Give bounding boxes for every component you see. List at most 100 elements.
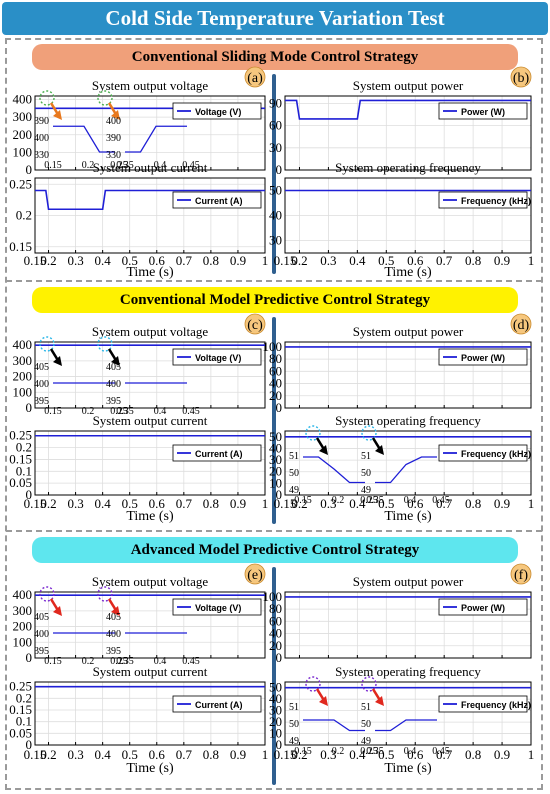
y-tick-label: 20 bbox=[269, 714, 282, 729]
x-tick-label: 0.15 bbox=[274, 747, 297, 762]
panel-label-badge bbox=[510, 66, 532, 88]
y-tick-label: 60 bbox=[269, 613, 282, 628]
x-tick-label: 0.6 bbox=[407, 747, 424, 762]
legend-box bbox=[438, 348, 528, 366]
subplot-title: System output current bbox=[93, 664, 208, 679]
x-tick-label: 0.2 bbox=[291, 253, 307, 268]
legend-box bbox=[172, 348, 262, 366]
y-tick-label: 0 bbox=[26, 487, 33, 502]
y-tick-label: 50 bbox=[269, 429, 282, 444]
section-title-ampc: Advanced Model Predictive Control Strate… bbox=[32, 537, 518, 563]
inset-x-label: 0.25 bbox=[360, 495, 378, 506]
inset-y-label: 330 bbox=[34, 150, 49, 161]
plot-frame bbox=[34, 341, 266, 409]
inset-x-label: 0.2 bbox=[332, 746, 345, 757]
y-tick-label: 40 bbox=[269, 626, 282, 641]
zoom-circle bbox=[361, 676, 377, 692]
inset-x-label: 0.4 bbox=[154, 656, 167, 667]
y-tick-label: 90 bbox=[269, 95, 282, 110]
legend-box bbox=[438, 102, 528, 120]
x-tick-label: 0.9 bbox=[230, 496, 246, 511]
zoom-arrowhead bbox=[375, 445, 384, 455]
subplot-title: System operating frequency bbox=[335, 160, 481, 175]
y-tick-label: 200 bbox=[13, 127, 33, 142]
inset-x-label: 0.15 bbox=[44, 160, 62, 171]
inset-y-label: 400 bbox=[106, 379, 121, 390]
y-tick-label: 30 bbox=[269, 140, 282, 155]
x-tick-label: 0.9 bbox=[494, 496, 510, 511]
legend-label: Current (A) bbox=[195, 449, 243, 459]
x-tick-label: 1 bbox=[262, 747, 269, 762]
y-tick-label: 30 bbox=[269, 452, 282, 467]
x-tick-label: 0.2 bbox=[40, 747, 56, 762]
inset-y-label: 395 bbox=[34, 396, 49, 407]
inset-x-label: 0.45 bbox=[182, 656, 200, 667]
outer-frame bbox=[5, 38, 543, 790]
x-tick-label: 0.6 bbox=[149, 747, 166, 762]
x-tick-label: 0.4 bbox=[95, 747, 112, 762]
zoom-arrowhead bbox=[375, 696, 384, 706]
x-tick-label: 0.3 bbox=[67, 747, 83, 762]
x-tick-label: 0.5 bbox=[122, 496, 138, 511]
x-tick-label: 0.3 bbox=[67, 496, 83, 511]
legend-label: Power (W) bbox=[461, 353, 505, 363]
inset-y-label: 51 bbox=[289, 451, 299, 462]
y-tick-label: 40 bbox=[269, 208, 282, 223]
inset-y-label: 405 bbox=[34, 362, 49, 373]
x-tick-label: 0.6 bbox=[149, 496, 166, 511]
section-separator bbox=[6, 280, 542, 282]
inset-y-label: 405 bbox=[106, 612, 121, 623]
zoom-arrowhead bbox=[319, 696, 328, 706]
legend-box bbox=[438, 598, 528, 616]
x-tick-label: 1 bbox=[528, 496, 535, 511]
y-tick-label: 0.2 bbox=[16, 440, 32, 455]
subplot-title: System output current bbox=[93, 160, 208, 175]
y-tick-label: 0.1 bbox=[16, 714, 32, 729]
inset-x-label: 0.15 bbox=[44, 406, 62, 417]
x-tick-label: 0.6 bbox=[407, 253, 424, 268]
x-tick-label: 0.15 bbox=[274, 496, 297, 511]
zoom-circle bbox=[305, 676, 321, 692]
subplot-title: System output voltage bbox=[92, 324, 209, 339]
x-tick-label: 0.7 bbox=[176, 496, 193, 511]
x-tick-label: 0.8 bbox=[203, 747, 219, 762]
zoom-arrowhead bbox=[53, 356, 62, 366]
zoom-circle bbox=[97, 586, 113, 602]
legend-box bbox=[172, 695, 262, 713]
inset-y-label: 49 bbox=[361, 485, 371, 496]
panel-label-badge bbox=[244, 313, 266, 335]
zoom-circle bbox=[97, 90, 113, 106]
x-tick-label: 0.15 bbox=[24, 747, 47, 762]
x-tick-label: 0.3 bbox=[67, 253, 83, 268]
y-tick-label: 50 bbox=[269, 183, 282, 198]
plot-frame bbox=[34, 681, 266, 746]
legend-label: Current (A) bbox=[195, 700, 243, 710]
inset-x-label: 0.45 bbox=[182, 406, 200, 417]
x-tick-label: 0.7 bbox=[436, 253, 453, 268]
inset-x-label: 0.25 bbox=[360, 746, 378, 757]
x-tick-label: 0.8 bbox=[203, 253, 219, 268]
page-title: Cold Side Temperature Variation Test bbox=[105, 6, 445, 30]
legend-label: Voltage (V) bbox=[195, 603, 241, 613]
x-tick-label: 0.9 bbox=[494, 747, 510, 762]
inset-y-label: 395 bbox=[34, 646, 49, 657]
plot-frame bbox=[284, 341, 532, 409]
y-tick-label: 80 bbox=[269, 601, 282, 616]
y-tick-label: 50 bbox=[269, 680, 282, 695]
legend-label: Frequency (kHz) bbox=[461, 700, 531, 710]
legend-label: Power (W) bbox=[461, 603, 505, 613]
x-tick-label: 1 bbox=[528, 747, 535, 762]
y-tick-label: 200 bbox=[13, 619, 33, 634]
x-tick-label: 0.2 bbox=[40, 496, 56, 511]
inset-line bbox=[53, 125, 115, 153]
x-tick-label: 0.7 bbox=[436, 496, 453, 511]
y-tick-label: 40 bbox=[269, 691, 282, 706]
plot-frame bbox=[284, 177, 532, 254]
x-axis-label: Time (s) bbox=[384, 265, 432, 280]
inset-y-label: 49 bbox=[289, 485, 299, 496]
zoom-arrowhead bbox=[319, 445, 328, 455]
inset-y-label: 49 bbox=[361, 736, 371, 747]
inset-y-label: 400 bbox=[106, 629, 121, 640]
inset-x-label: 0.15 bbox=[294, 746, 312, 757]
panel-label-badge bbox=[244, 563, 266, 585]
